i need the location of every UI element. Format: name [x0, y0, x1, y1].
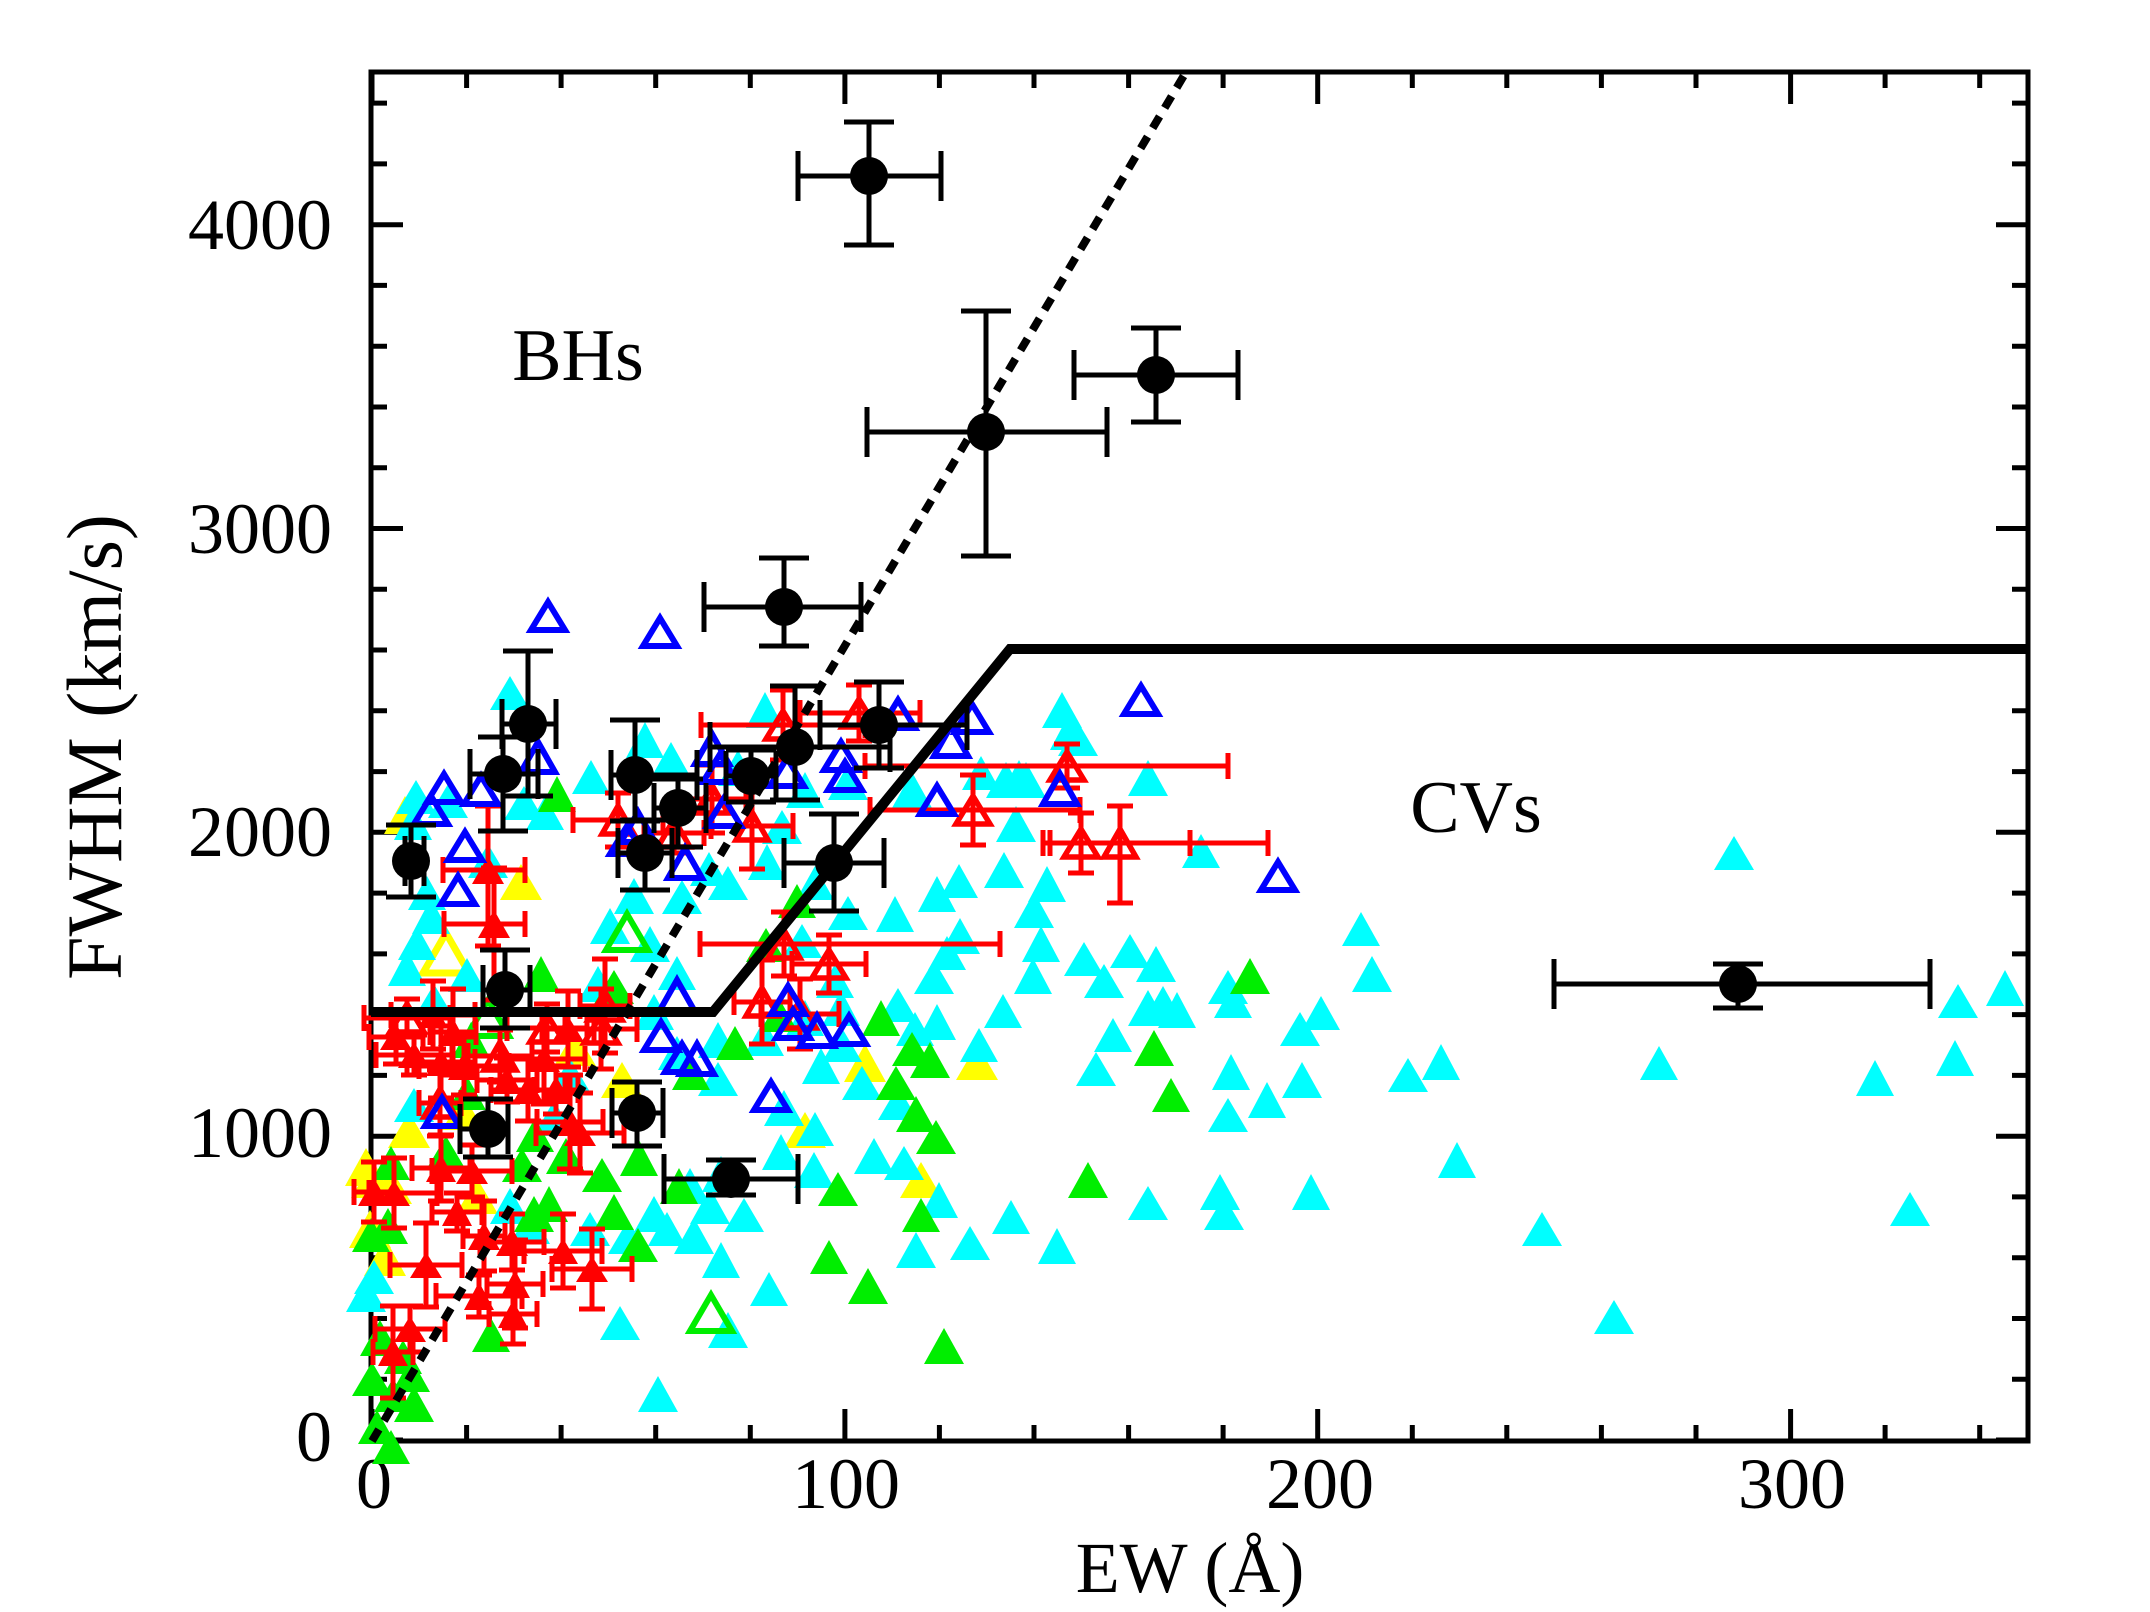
- svg-text:300: 300: [1738, 1444, 1846, 1524]
- svg-text:BHs: BHs: [512, 315, 644, 397]
- svg-text:FWHM (km/s): FWHM (km/s): [51, 514, 138, 980]
- svg-text:0: 0: [296, 1397, 332, 1477]
- svg-text:2000: 2000: [188, 792, 332, 872]
- svg-text:100: 100: [792, 1444, 900, 1524]
- svg-text:4000: 4000: [188, 185, 332, 265]
- svg-text:3000: 3000: [188, 489, 332, 569]
- svg-text:1000: 1000: [188, 1093, 332, 1173]
- svg-text:CVs: CVs: [1410, 767, 1542, 849]
- svg-text:200: 200: [1266, 1444, 1374, 1524]
- svg-text:EW (Å): EW (Å): [1076, 1528, 1305, 1608]
